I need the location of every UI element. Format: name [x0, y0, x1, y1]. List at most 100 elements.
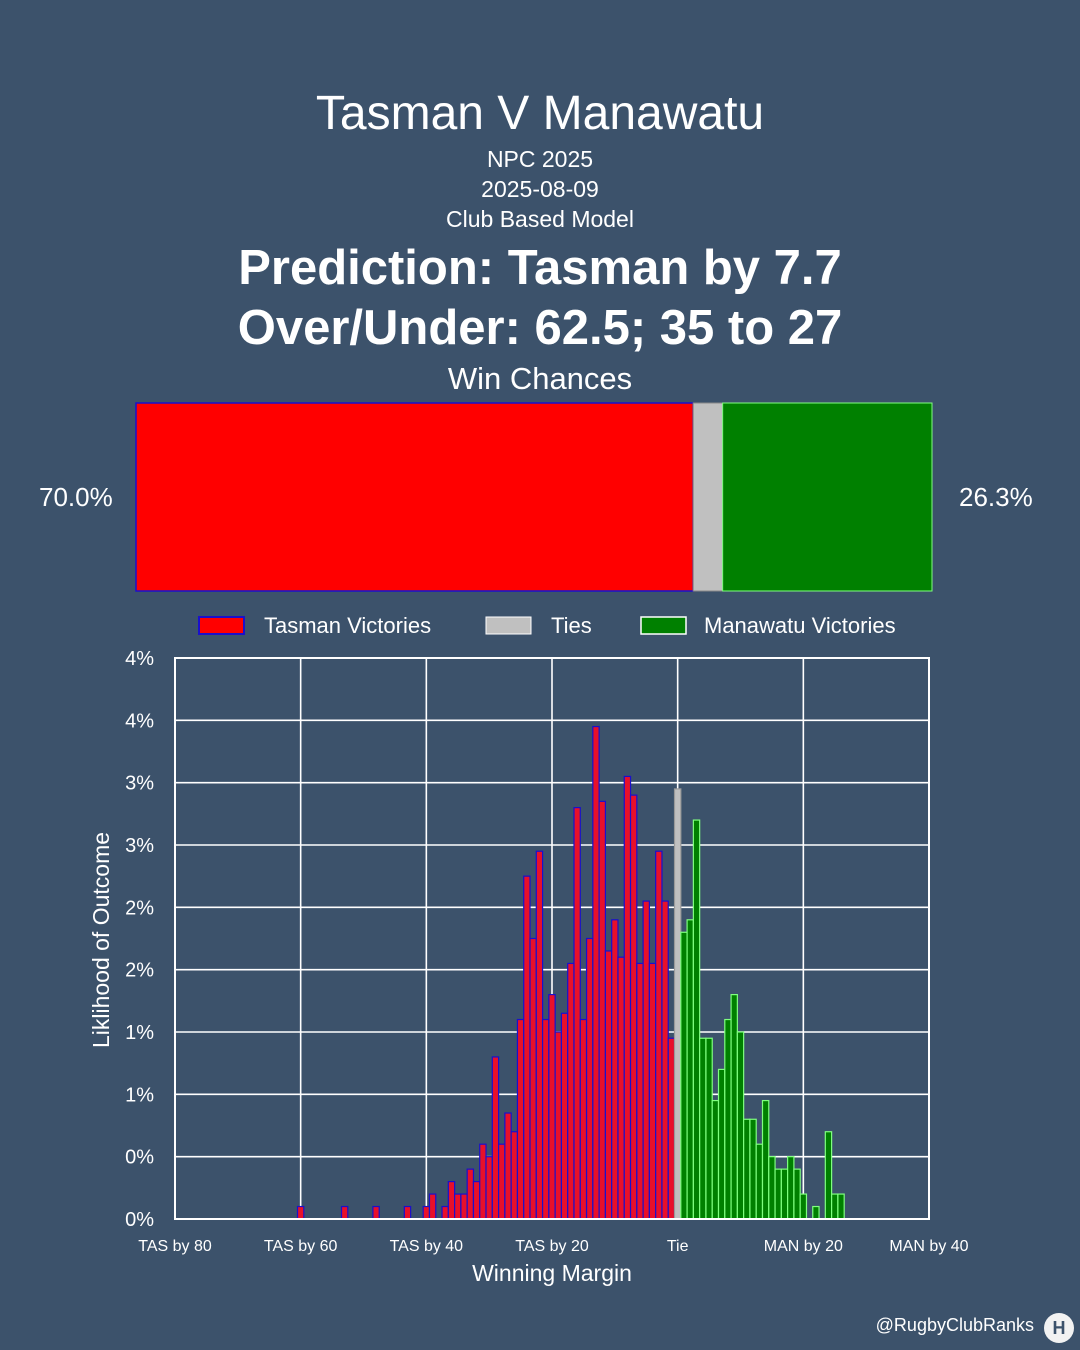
bar-tasman-18 [516, 1018, 525, 1220]
bar-tasman-35 [623, 775, 632, 1220]
legend-swatch-tasman [198, 616, 245, 635]
over-under-text: Over/Under: 62.5; 35 to 27 [237, 301, 843, 355]
bar-tasman-11 [472, 1180, 481, 1220]
bar-tasman-15 [497, 1143, 506, 1220]
bar-manawatu-17 [787, 1156, 795, 1220]
bar-tasman-21 [535, 850, 544, 1220]
x-axis-label: Winning Margin [472, 1260, 632, 1286]
bar-tasman-10 [466, 1168, 475, 1220]
legend-swatch-ties [485, 616, 532, 635]
y-tick-label-3: 1% [125, 1022, 154, 1044]
bar-tasman-9 [460, 1193, 468, 1220]
bar-tasman-13 [485, 1156, 493, 1220]
y-tick-label-8: 4% [125, 710, 154, 732]
prediction-text: Prediction: Tasman by 7.7 [238, 241, 842, 295]
bar-tasman-41 [661, 900, 669, 1220]
bar-manawatu-13 [761, 1099, 770, 1220]
bar-tasman-1 [340, 1205, 349, 1220]
tasman-win-pct: 70.0% [39, 482, 113, 512]
chart-title: Tasman V Manawatu [315, 87, 765, 140]
y-tick-label-7: 3% [125, 773, 154, 795]
y-tick-labels: 0% 0% 1% 1% 2% 2% 3% 3% 4% 4% [125, 648, 154, 1231]
match-date: 2025-08-09 [481, 176, 599, 202]
bar-tasman-8 [454, 1193, 462, 1220]
bar-tasman-6 [441, 1205, 449, 1220]
bar-tasman-39 [648, 962, 657, 1220]
plot-frame [174, 657, 930, 1220]
bar-tasman-33 [611, 919, 619, 1220]
legend-label-tasman: Tasman Victories [264, 613, 431, 638]
y-tick-label-5: 2% [125, 897, 154, 919]
bar-tasman-32 [604, 950, 613, 1220]
bar-manawatu-11 [749, 1118, 757, 1220]
bar-tasman-7 [447, 1180, 456, 1220]
bar-manawatu-8 [730, 993, 738, 1220]
win-bar-tasman [135, 402, 694, 592]
bar-tasman-25 [560, 1012, 569, 1220]
bar-tasman-20 [529, 937, 537, 1220]
y-tick-label-1: 0% [125, 1147, 154, 1169]
x-tick-label-1: TAS by 60 [264, 1238, 338, 1255]
bar-manawatu-10 [743, 1118, 751, 1220]
model-label: Club Based Model [446, 206, 634, 232]
win-bar-manawatu [722, 402, 933, 592]
bar-manawatu-25 [837, 1193, 845, 1220]
y-tick-label-9: 4% [125, 648, 154, 670]
bar-tasman-42 [667, 1037, 676, 1220]
bar-manawatu-16 [780, 1168, 789, 1220]
x-tick-labels: TAS by 80 TAS by 60 TAS by 40 TAS by 20 Tie M… [138, 1238, 968, 1255]
bar-manawatu-1 [686, 919, 694, 1220]
bar-tasman-19 [523, 875, 531, 1220]
x-tick-label-2: TAS by 40 [390, 1238, 464, 1255]
bar-tasman-5 [428, 1193, 437, 1220]
y-tick-label-6: 3% [125, 835, 154, 857]
bar-manawatu-12 [755, 1143, 764, 1220]
bar-tasman-16 [504, 1112, 512, 1220]
x-tick-label-6: MAN by 40 [889, 1238, 968, 1255]
bar-tasman-38 [642, 900, 650, 1220]
bar-tasman-14 [491, 1056, 500, 1220]
x-tick-label-3: TAS by 20 [515, 1238, 589, 1255]
competition-label: NPC 2025 [486, 146, 594, 172]
bar-manawatu-7 [724, 1018, 732, 1220]
bar-tie-0 [673, 788, 682, 1220]
x-tick-label-5: MAN by 20 [764, 1238, 843, 1255]
credit-handle: @RugbyClubRanks [875, 1315, 1034, 1335]
bar-tasman-26 [567, 962, 575, 1220]
bar-manawatu-3 [699, 1037, 707, 1220]
bar-manawatu-18 [793, 1168, 801, 1220]
bar-tasman-17 [510, 1131, 519, 1220]
bar-tasman-23 [548, 993, 556, 1220]
bar-manawatu-0 [680, 931, 688, 1220]
bar-tasman-31 [598, 800, 607, 1220]
bar-tasman-36 [629, 794, 638, 1220]
bar-manawatu-19 [799, 1193, 808, 1220]
win-bar-ties [692, 402, 724, 592]
histogram-bars [296, 725, 845, 1220]
legend-label-manawatu: Manawatu Victories [704, 613, 896, 638]
y-tick-label-0: 0% [125, 1209, 154, 1231]
bar-tasman-24 [554, 1031, 563, 1220]
bar-tasman-4 [422, 1205, 431, 1220]
bar-manawatu-2 [692, 819, 701, 1220]
bar-tasman-37 [636, 962, 644, 1220]
legend-label-ties: Ties [551, 613, 592, 638]
bar-tasman-40 [655, 850, 663, 1220]
x-tick-label-4: Tie [667, 1238, 689, 1255]
manawatu-win-pct: 26.3% [959, 482, 1033, 512]
bar-tasman-28 [579, 1018, 588, 1220]
bar-tasman-0 [296, 1205, 305, 1220]
bar-manawatu-5 [711, 1099, 720, 1220]
bar-tasman-29 [585, 937, 594, 1220]
bar-tasman-3 [403, 1205, 412, 1220]
bar-tasman-34 [617, 956, 625, 1220]
legend-swatch-manawatu [640, 616, 687, 635]
bar-tasman-22 [541, 1018, 550, 1220]
y-tick-label-4: 2% [125, 960, 154, 982]
bar-tasman-27 [573, 806, 581, 1220]
bar-manawatu-6 [717, 1068, 726, 1220]
bar-manawatu-14 [768, 1156, 776, 1220]
bar-manawatu-4 [705, 1037, 713, 1220]
win-chances-title: Win Chances [447, 361, 633, 396]
